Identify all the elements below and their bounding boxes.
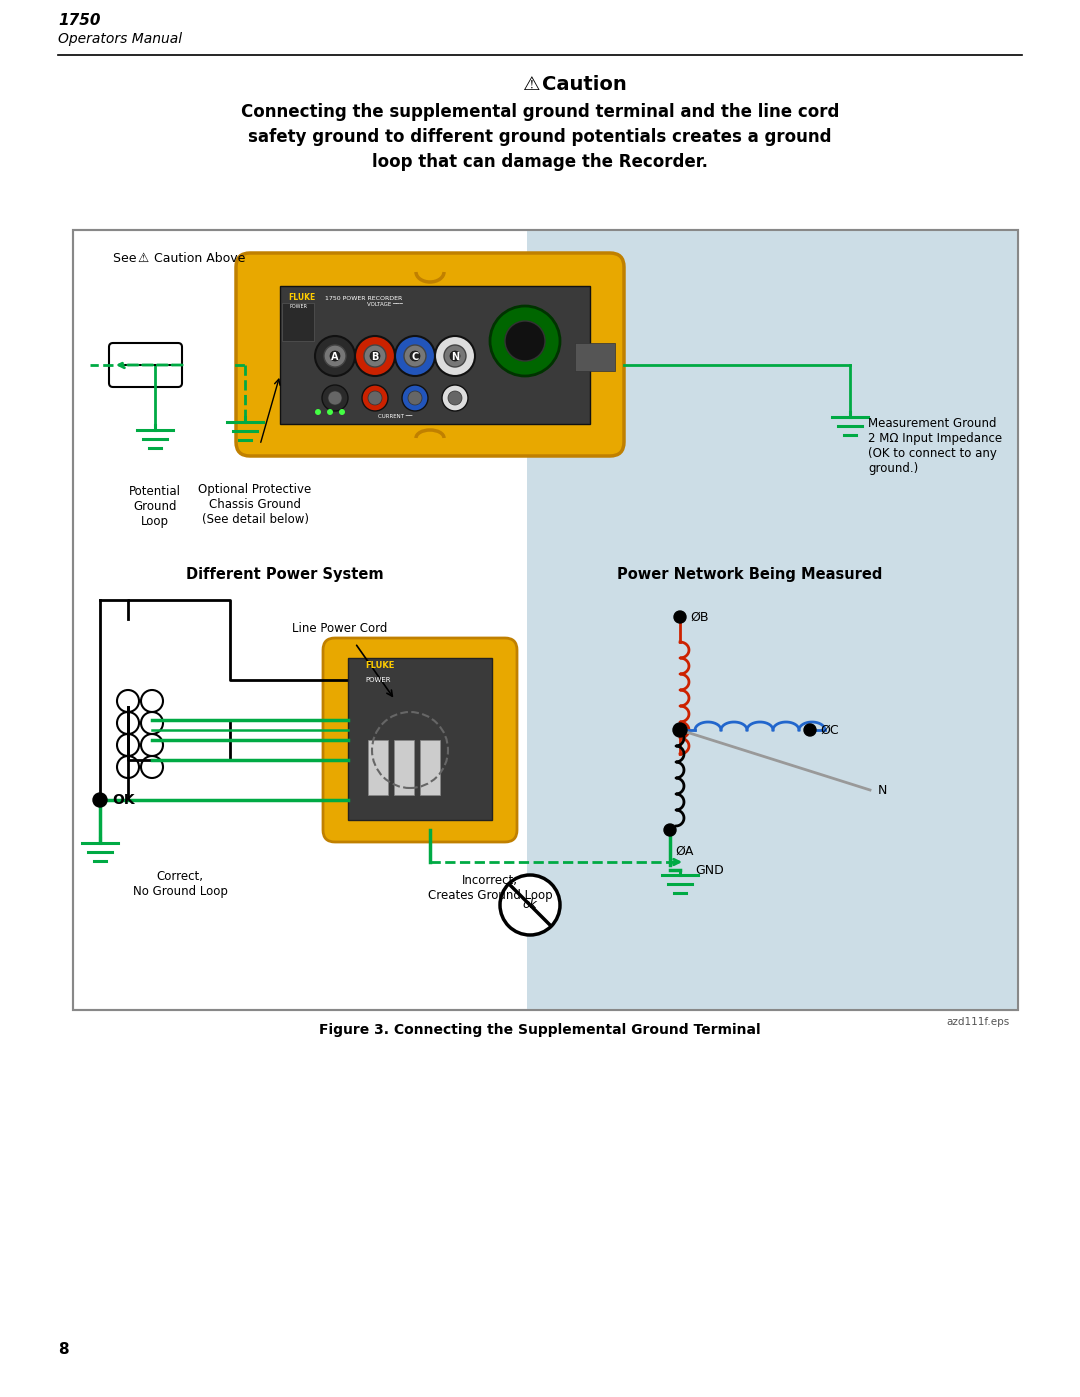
Text: ØB: ØB bbox=[690, 610, 708, 623]
Text: CURRENT ──: CURRENT ── bbox=[378, 414, 413, 419]
Bar bbox=[73, 231, 1018, 1010]
Text: azd111f.eps: azd111f.eps bbox=[947, 1017, 1010, 1027]
Circle shape bbox=[93, 793, 107, 807]
Text: Potential
Ground
Loop: Potential Ground Loop bbox=[129, 485, 181, 528]
Text: FLUKE: FLUKE bbox=[288, 293, 315, 303]
Circle shape bbox=[674, 610, 686, 623]
Text: Optional Protective
Chassis Ground
(See detail below): Optional Protective Chassis Ground (See … bbox=[199, 483, 312, 527]
Circle shape bbox=[664, 824, 676, 835]
Circle shape bbox=[490, 306, 561, 376]
Text: Caution: Caution bbox=[542, 75, 626, 95]
Text: FLUKE: FLUKE bbox=[365, 661, 394, 669]
FancyBboxPatch shape bbox=[237, 253, 624, 455]
Text: A: A bbox=[332, 352, 339, 362]
Text: OK: OK bbox=[112, 793, 135, 807]
Text: ⚠: ⚠ bbox=[523, 75, 540, 95]
Text: POWER: POWER bbox=[365, 678, 391, 683]
Text: Measurement Ground
2 MΩ Input Impedance
(OK to connect to any
ground.): Measurement Ground 2 MΩ Input Impedance … bbox=[868, 416, 1002, 475]
Bar bbox=[527, 231, 1018, 1010]
Text: ØA: ØA bbox=[675, 845, 693, 858]
Circle shape bbox=[500, 875, 561, 935]
Bar bbox=[575, 344, 615, 372]
Text: Caution Above: Caution Above bbox=[150, 251, 245, 264]
Text: POWER: POWER bbox=[289, 303, 307, 309]
Text: Line Power Cord: Line Power Cord bbox=[293, 622, 388, 636]
Bar bbox=[73, 231, 1018, 1010]
Circle shape bbox=[804, 724, 816, 736]
Text: C: C bbox=[411, 352, 419, 362]
Text: Connecting the supplemental ground terminal and the line cord
safety ground to d: Connecting the supplemental ground termi… bbox=[241, 103, 839, 170]
Bar bbox=[368, 740, 388, 795]
Text: ⚠: ⚠ bbox=[137, 251, 148, 264]
Bar bbox=[280, 286, 590, 425]
Text: Different Power System: Different Power System bbox=[186, 567, 383, 583]
Circle shape bbox=[362, 386, 388, 411]
Text: ok: ok bbox=[523, 898, 538, 911]
Text: B: B bbox=[372, 352, 379, 362]
Circle shape bbox=[410, 351, 420, 360]
Circle shape bbox=[327, 409, 333, 415]
Circle shape bbox=[322, 386, 348, 411]
Bar bbox=[394, 740, 414, 795]
Text: N: N bbox=[878, 784, 888, 796]
Circle shape bbox=[330, 351, 340, 360]
Text: Correct,
No Ground Loop: Correct, No Ground Loop bbox=[133, 870, 228, 898]
Circle shape bbox=[395, 337, 435, 376]
Text: 1750: 1750 bbox=[58, 13, 100, 28]
Bar bbox=[420, 740, 440, 795]
Circle shape bbox=[435, 337, 475, 376]
Text: See: See bbox=[113, 251, 140, 264]
Bar bbox=[348, 658, 492, 820]
Text: ØC: ØC bbox=[820, 724, 839, 736]
Circle shape bbox=[355, 337, 395, 376]
Text: 8: 8 bbox=[58, 1343, 69, 1358]
Text: N: N bbox=[451, 352, 459, 362]
Circle shape bbox=[315, 337, 355, 376]
Text: Figure 3. Connecting the Supplemental Ground Terminal: Figure 3. Connecting the Supplemental Gr… bbox=[320, 1023, 760, 1037]
Text: Operators Manual: Operators Manual bbox=[58, 32, 183, 46]
Circle shape bbox=[408, 391, 422, 405]
Circle shape bbox=[448, 391, 462, 405]
Text: VOLTAGE ───: VOLTAGE ─── bbox=[367, 302, 403, 306]
Circle shape bbox=[368, 391, 382, 405]
Circle shape bbox=[324, 345, 346, 367]
Bar bbox=[282, 303, 314, 341]
Text: Incorrect,
Creates Ground Loop: Incorrect, Creates Ground Loop bbox=[428, 875, 552, 902]
Circle shape bbox=[339, 409, 345, 415]
Circle shape bbox=[505, 321, 545, 360]
Circle shape bbox=[442, 386, 468, 411]
Circle shape bbox=[404, 345, 426, 367]
Text: Power Network Being Measured: Power Network Being Measured bbox=[618, 567, 882, 583]
Circle shape bbox=[450, 351, 460, 360]
Circle shape bbox=[370, 351, 380, 360]
Circle shape bbox=[328, 391, 342, 405]
Text: GND: GND bbox=[696, 863, 724, 876]
Text: 1750 POWER RECORDER: 1750 POWER RECORDER bbox=[325, 296, 402, 300]
Circle shape bbox=[364, 345, 386, 367]
FancyBboxPatch shape bbox=[109, 344, 183, 387]
Circle shape bbox=[444, 345, 465, 367]
Circle shape bbox=[315, 409, 321, 415]
Circle shape bbox=[673, 724, 687, 738]
FancyBboxPatch shape bbox=[323, 638, 517, 842]
Circle shape bbox=[402, 386, 428, 411]
